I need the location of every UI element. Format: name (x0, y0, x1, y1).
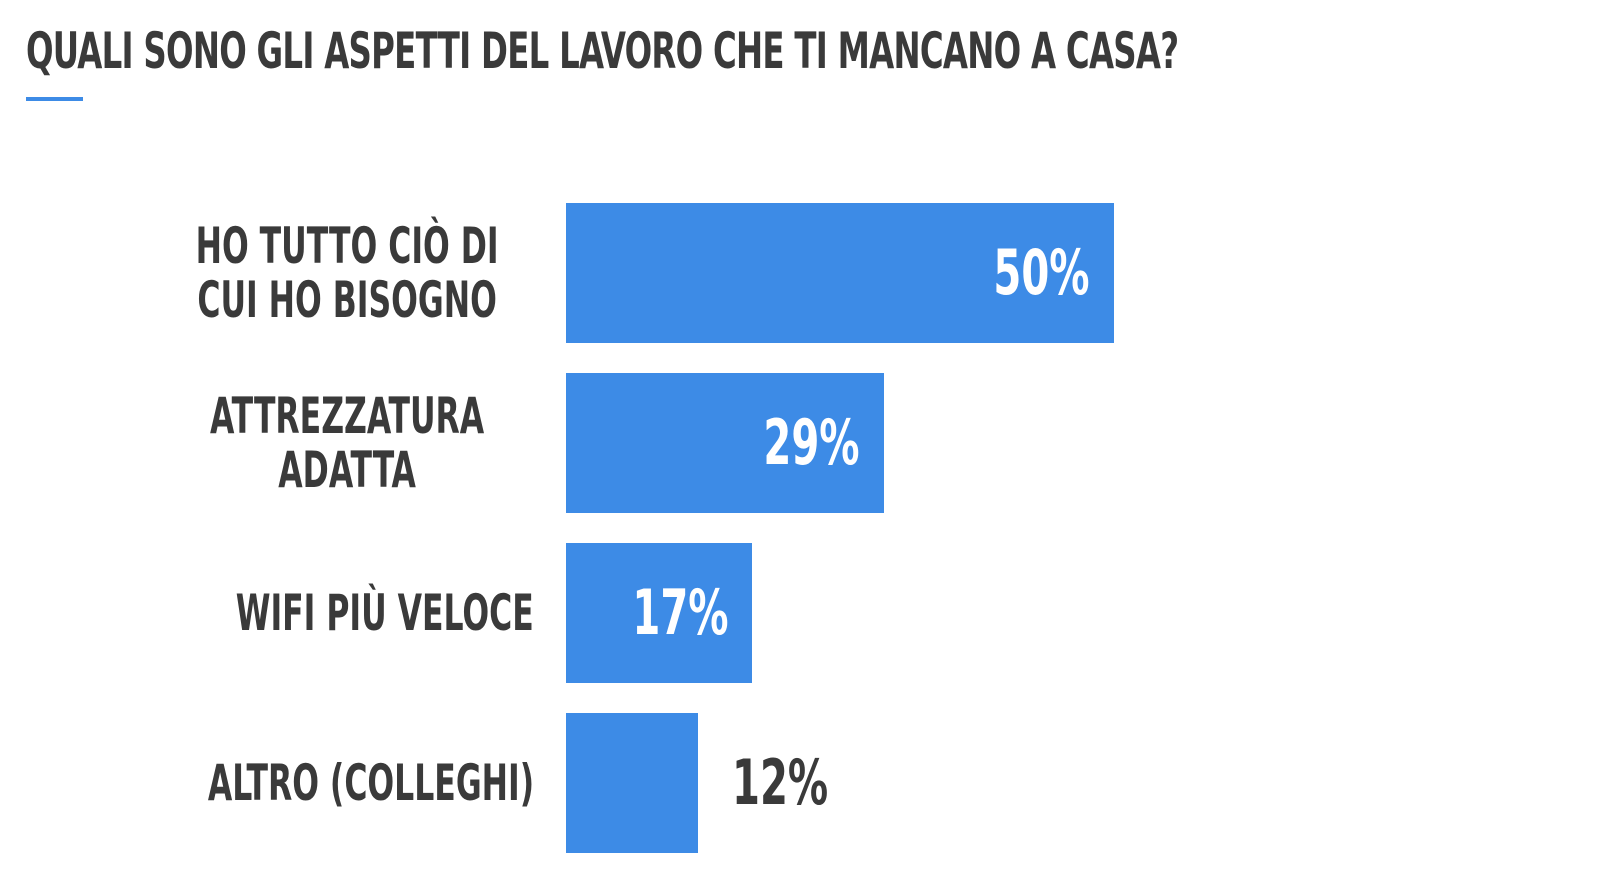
chart-title: QUALI SONO GLI ASPETTI DEL LAVORO CHE TI… (26, 22, 1179, 80)
bar (566, 203, 1114, 343)
bar (566, 543, 753, 683)
bar (566, 373, 884, 513)
value-label: 29% (763, 406, 860, 479)
category-label: ATTREZZATURA ADATTA (210, 387, 485, 499)
value-label: 12% (731, 746, 828, 819)
value-label: 17% (632, 576, 729, 649)
title-underline (26, 97, 83, 101)
category-label: HO TUTTO CIÒ DI CUI HO BISOGNO (195, 217, 499, 329)
bar (566, 713, 698, 853)
category-label: ALTRO (COLLEGHI) (207, 754, 534, 812)
category-label: WIFI PIÙ VELOCE (235, 584, 534, 642)
value-label: 50% (993, 236, 1090, 309)
